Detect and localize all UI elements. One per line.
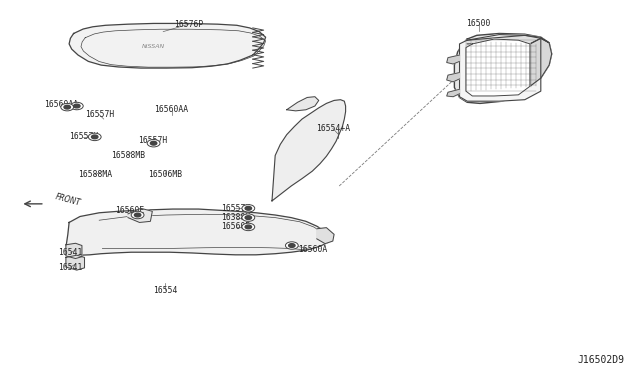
Circle shape: [64, 105, 70, 109]
Circle shape: [242, 214, 255, 221]
Polygon shape: [317, 228, 334, 244]
Circle shape: [150, 141, 157, 145]
Circle shape: [70, 102, 83, 110]
Circle shape: [242, 223, 255, 231]
Polygon shape: [447, 89, 460, 97]
Circle shape: [92, 135, 98, 139]
Text: 16506MB: 16506MB: [148, 170, 182, 179]
Polygon shape: [66, 255, 84, 270]
Circle shape: [147, 140, 160, 147]
Circle shape: [245, 206, 252, 210]
Text: 16557H: 16557H: [68, 132, 98, 141]
Text: 16541: 16541: [58, 248, 83, 257]
Polygon shape: [466, 39, 530, 96]
Text: 16560AA: 16560AA: [154, 105, 189, 114]
Text: 16541: 16541: [58, 263, 83, 272]
Polygon shape: [69, 23, 266, 68]
Text: J16502D9: J16502D9: [577, 355, 624, 365]
Polygon shape: [66, 209, 330, 255]
Text: 16560E: 16560E: [115, 206, 144, 215]
Polygon shape: [530, 38, 552, 86]
Text: 16557H: 16557H: [138, 136, 167, 145]
Text: 16554: 16554: [153, 286, 177, 295]
Polygon shape: [272, 100, 346, 201]
Text: 16576P: 16576P: [174, 20, 204, 29]
Text: 16560A: 16560A: [298, 246, 327, 254]
Polygon shape: [447, 73, 460, 82]
Text: FRONT: FRONT: [54, 192, 82, 208]
Text: 16557H: 16557H: [221, 204, 250, 213]
Circle shape: [285, 242, 298, 249]
Circle shape: [61, 103, 74, 111]
Text: 16588MA: 16588MA: [77, 170, 112, 179]
Circle shape: [88, 133, 101, 141]
Polygon shape: [460, 35, 541, 101]
Polygon shape: [447, 55, 460, 64]
Circle shape: [242, 205, 255, 212]
Circle shape: [245, 225, 252, 229]
Polygon shape: [128, 208, 152, 222]
Text: 16560AA: 16560AA: [44, 100, 78, 109]
Circle shape: [134, 213, 141, 217]
Circle shape: [289, 244, 295, 247]
Circle shape: [74, 104, 80, 108]
Text: NISSAN: NISSAN: [142, 44, 165, 49]
Text: 16500: 16500: [467, 19, 491, 28]
Text: 16588MB: 16588MB: [111, 151, 145, 160]
Polygon shape: [454, 33, 552, 103]
Circle shape: [131, 211, 144, 219]
Polygon shape: [467, 35, 549, 44]
Text: 16557H: 16557H: [84, 110, 114, 119]
Text: 16388H: 16388H: [221, 213, 250, 222]
Text: 16560B: 16560B: [221, 222, 250, 231]
Polygon shape: [66, 243, 82, 259]
Polygon shape: [287, 97, 319, 111]
Text: 16554+A: 16554+A: [316, 124, 350, 133]
Circle shape: [245, 216, 252, 219]
